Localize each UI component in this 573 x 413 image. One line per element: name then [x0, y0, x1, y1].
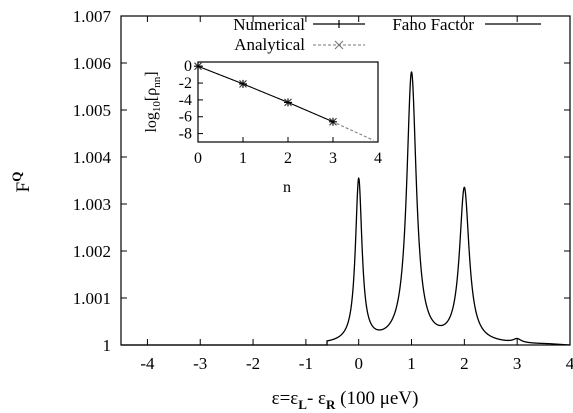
x-axis-title-main: ε=ε — [272, 388, 299, 409]
inset-x-axis-title: n — [283, 179, 291, 196]
y-tick-label: 1.001 — [73, 289, 111, 308]
numerical-point — [239, 79, 247, 88]
numerical-line — [197, 65, 334, 123]
y-axis-title: FQ — [9, 172, 34, 193]
y-tick-label: 1.006 — [73, 54, 111, 73]
y-tick-label: 1.004 — [73, 148, 112, 167]
inset-x-axis: 0 1 2 3 4 — [194, 137, 382, 167]
x-tick-label: 0 — [354, 354, 363, 373]
x-tick-label: 1 — [407, 354, 416, 373]
fano-factor-curve — [121, 71, 571, 346]
x-tick-label: 3 — [513, 354, 522, 373]
main-y-axis: 1 1.001 1.002 1.003 1.004 1.005 1.006 1.007 — [73, 7, 570, 355]
y-tick-label: 1.003 — [73, 195, 111, 214]
main-plot-frame — [120, 15, 571, 346]
inset-x-tick-label: 4 — [374, 150, 382, 167]
numerical-point — [329, 117, 337, 126]
x-axis-title: ε=εL- εR (100 μeV) — [272, 388, 419, 412]
x-axis-title-sub-r: R — [326, 397, 336, 412]
x-tick-label: 2 — [460, 354, 469, 373]
inset-y-title-pre: log — [143, 112, 160, 132]
legend-label-numerical: Numerical — [233, 15, 305, 34]
inset-x-tick-label: 1 — [239, 150, 247, 167]
legend-label-fano-factor: Fano Factor — [392, 15, 474, 34]
y-tick-label: 1.007 — [73, 7, 112, 26]
numerical-point — [284, 98, 292, 107]
x-tick-label: -1 — [299, 354, 313, 373]
inset-y-title-mid: [ρ — [143, 88, 160, 101]
inset-y-tick-label: -6 — [179, 109, 192, 126]
inset-y-title-sub: 10 — [151, 101, 163, 113]
inset-y-tick-label: -2 — [179, 75, 192, 92]
inset-y-axis: 0-2-4-6-8 — [179, 58, 203, 143]
main-x-axis: -4 -3 -2 -1 0 1 2 3 4 — [140, 16, 573, 373]
inset-y-title-sub2: nn — [151, 76, 163, 88]
y-tick-label: 1 — [103, 336, 112, 355]
x-axis-title-tail: (100 μeV) — [335, 388, 418, 409]
inset-series — [194, 62, 374, 141]
legend-marker-analytical — [334, 40, 344, 50]
y-axis-title-main: F — [13, 182, 34, 193]
legend-label-analytical: Analytical — [234, 35, 305, 54]
inset-y-tick-label: 0 — [184, 58, 192, 75]
inset-x-tick-label: 3 — [329, 150, 337, 167]
y-tick-label: 1.005 — [73, 101, 111, 120]
inset-legend: Numerical Analytical — [233, 15, 365, 54]
x-axis-title-mid: - ε — [307, 388, 326, 409]
x-tick-label: -2 — [246, 354, 260, 373]
main-plot: -4 -3 -2 -1 0 1 2 3 4 1 1.001 1.002 1.003 1.004 1.005… — [9, 7, 573, 412]
numerical-point — [194, 62, 202, 71]
inset-x-tick-label: 2 — [284, 150, 292, 167]
x-tick-label: -4 — [140, 354, 155, 373]
x-axis-title-sub-l: L — [298, 397, 307, 412]
inset-y-title-post: ] — [143, 71, 160, 76]
inset-x-tick-label: 0 — [194, 150, 202, 167]
inset-y-tick-label: -8 — [179, 126, 192, 143]
inset-y-tick-label: -4 — [179, 92, 192, 109]
y-tick-label: 1.002 — [73, 242, 111, 261]
x-tick-label: -3 — [193, 354, 207, 373]
inset-y-axis-title: log10[ρnn] — [143, 71, 163, 132]
y-axis-title-sup: Q — [9, 172, 24, 182]
main-legend: Fano Factor — [392, 15, 541, 34]
x-tick-label: 4 — [566, 354, 573, 373]
